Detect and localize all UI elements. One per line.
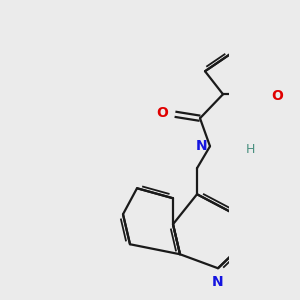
Text: N: N — [195, 139, 207, 152]
Text: O: O — [272, 89, 284, 103]
Text: O: O — [156, 106, 168, 120]
Text: N: N — [212, 275, 224, 289]
Text: H: H — [246, 143, 255, 156]
